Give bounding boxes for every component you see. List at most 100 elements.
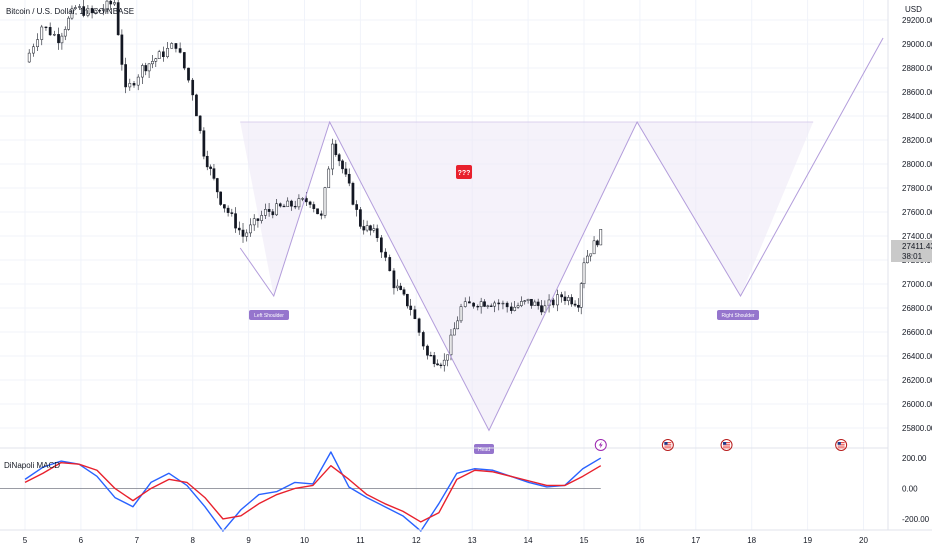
candle [334, 140, 338, 157]
candle [275, 198, 278, 216]
lightning-bolt [598, 441, 603, 449]
candle [44, 26, 48, 31]
candle-body [86, 8, 90, 16]
pattern-zone [240, 121, 814, 431]
candle-body [570, 297, 574, 305]
flag-stripe [723, 442, 731, 443]
candle-body [563, 296, 567, 302]
candle-body [252, 218, 256, 226]
candle-body [202, 130, 206, 157]
price-tick-label: 26000.00 [902, 400, 932, 409]
candle-body [505, 302, 509, 308]
pattern-fill [240, 122, 814, 431]
candle-body [540, 305, 543, 313]
candle [573, 300, 577, 307]
symbol-title: Bitcoin / U.S. Dollar, 1h, COINBASE [6, 7, 134, 16]
candle-body [413, 309, 417, 320]
flag-stripe [664, 445, 672, 447]
candle-body [463, 301, 467, 307]
candle-body [271, 211, 275, 216]
candle [570, 294, 574, 307]
time-tick-label: 10 [300, 536, 309, 545]
candle-body [323, 187, 327, 216]
candle-body [120, 34, 124, 65]
candle-body [337, 154, 341, 162]
candle [223, 204, 226, 213]
candle [57, 27, 60, 50]
candle [157, 49, 161, 59]
candle-body [392, 270, 396, 289]
candle [369, 224, 372, 236]
macd-series-macd [24, 451, 602, 532]
candle-body [486, 305, 490, 307]
candle [472, 302, 475, 309]
candle-body [402, 289, 406, 295]
flag-stripe [664, 442, 672, 443]
candle-body [406, 293, 409, 307]
time-tick-label: 16 [635, 536, 644, 545]
candle [187, 67, 190, 83]
candle-body [260, 215, 263, 221]
candle [178, 42, 182, 54]
candle-body [191, 79, 195, 96]
candle [154, 57, 158, 67]
candle-body [237, 227, 241, 231]
candle [319, 210, 323, 220]
candle [132, 80, 136, 88]
time-axis[interactable]: 5 6 7 8 9 10 11 12 13 14 15 16 17 18 19 20 [23, 536, 869, 545]
candle [344, 162, 348, 177]
candle [436, 359, 439, 366]
flag-stripe [837, 447, 845, 449]
price-tick-label: 26400.00 [902, 352, 932, 361]
price-tick-label: 29200.00 [902, 16, 932, 25]
candle [82, 0, 86, 18]
candle [442, 353, 446, 372]
candle [536, 298, 540, 310]
candle [271, 208, 275, 219]
candle-body [267, 209, 271, 212]
lightning-icon[interactable] [594, 439, 607, 451]
candle [70, 5, 74, 20]
candle [170, 42, 174, 49]
time-tick-label: 6 [79, 536, 84, 545]
candle-body [151, 61, 154, 65]
candle-body [166, 48, 169, 57]
candle [136, 74, 140, 91]
candle-body [586, 255, 589, 264]
candle [245, 229, 249, 242]
candle [489, 303, 493, 307]
candle-body [395, 285, 399, 289]
candle [237, 221, 241, 235]
candle [67, 16, 70, 31]
flag-stripe [837, 442, 845, 443]
candle [392, 268, 396, 295]
us-flag-icon[interactable] [720, 439, 733, 451]
head-and-shoulders-pattern [239, 37, 884, 432]
candle-body [509, 306, 513, 311]
candle [101, 4, 105, 16]
candle-body [359, 209, 362, 227]
candle [40, 24, 44, 46]
candle-body [327, 168, 331, 188]
us-flag-icon[interactable] [661, 439, 674, 451]
price-axis[interactable]: 29200.00 29000.00 28800.00 28600.00 28400.00… [902, 16, 932, 433]
candle-body [380, 237, 383, 253]
candle [63, 26, 67, 41]
question-text: ??? [458, 170, 471, 177]
candle [395, 279, 399, 292]
candle-body [215, 178, 219, 193]
question-badge: ??? [456, 165, 472, 179]
candle [459, 303, 463, 324]
candle [399, 282, 402, 291]
price-tick-label: 27600.00 [902, 208, 932, 217]
candle [479, 297, 483, 314]
us-flag-icon[interactable] [835, 439, 848, 451]
flag-canton [723, 442, 727, 445]
candle-body [212, 168, 216, 179]
candle [351, 181, 355, 206]
candle-body [52, 34, 56, 36]
candle-body [579, 283, 583, 308]
candle [293, 200, 297, 210]
candle-body [245, 232, 249, 237]
candle [215, 177, 219, 199]
